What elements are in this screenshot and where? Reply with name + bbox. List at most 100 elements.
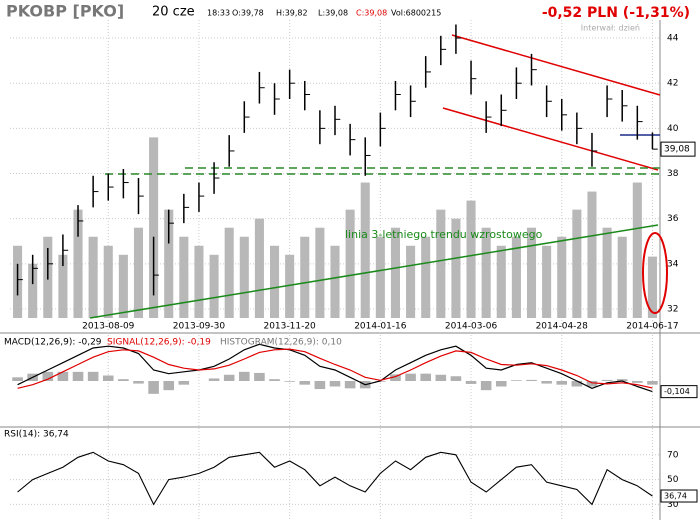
volume-bar: [587, 191, 597, 318]
trend-line: [89, 224, 659, 319]
histogram-bar: [284, 381, 295, 382]
histogram-bar: [647, 381, 658, 385]
histogram-bar: [72, 371, 84, 381]
x-tick-label: 2013-08-09: [82, 322, 135, 332]
volume-bar: [58, 254, 68, 318]
volume-bar: [194, 245, 204, 318]
panel-label: RSI(14): 36,74: [4, 430, 69, 440]
volume-bar: [647, 256, 657, 318]
volume-bar: [436, 209, 446, 318]
x-tick-label: 2013-11-20: [263, 322, 316, 332]
histogram-bar: [42, 371, 54, 381]
date: 20 cze: [152, 5, 195, 20]
macd-line: [17, 348, 653, 389]
price-tag-label: 39,08: [664, 145, 690, 155]
close: C:39,08: [356, 9, 387, 18]
volume-bar: [73, 209, 83, 318]
histogram-bar: [102, 375, 114, 381]
histogram-bar: [269, 379, 280, 381]
x-tick-label: 2014-01-16: [354, 322, 407, 332]
volume-bar: [360, 182, 370, 318]
volume-bar: [209, 254, 219, 318]
volume-bar: [118, 254, 128, 318]
volume-bar: [557, 236, 567, 318]
histogram-bar: [526, 379, 537, 381]
interval: Interwał: dzień: [581, 24, 640, 33]
panel-label: SIGNAL(12,26,9): -0,19: [107, 338, 211, 348]
volume-bar: [511, 236, 521, 318]
symbol: PKOBP [PKO]: [6, 2, 124, 21]
x-tick-label: 2013-09-30: [173, 322, 226, 332]
open: O:39,78: [232, 9, 264, 18]
volume-bar: [88, 236, 98, 318]
histogram-bar: [178, 381, 190, 385]
histogram-bar: [254, 372, 265, 381]
volume-bar: [179, 236, 189, 318]
volume-bar: [239, 236, 249, 318]
histogram-bar: [390, 374, 401, 381]
histogram-bar: [133, 381, 144, 384]
volume: Vol:6800215: [391, 9, 441, 18]
volume-bar: [542, 245, 552, 318]
histogram-bar: [632, 381, 643, 383]
volume-bar: [421, 236, 431, 318]
histogram-bar: [541, 381, 552, 384]
volume-bar: [330, 245, 340, 318]
x-tick-label: 2014-03-06: [445, 322, 498, 332]
panel-label: HISTOGRAM(12,26,9): 0,10: [220, 338, 342, 348]
y-tick-label: 44: [667, 34, 679, 44]
histogram-bar: [344, 381, 356, 389]
histogram-bar: [511, 380, 522, 381]
histogram-bar: [450, 376, 462, 381]
y-tick-label: 50: [667, 475, 679, 485]
change: -0,52 PLN (-1,31%): [542, 5, 690, 21]
histogram-bar: [556, 381, 568, 385]
drawings: [89, 34, 668, 319]
histogram-bar: [299, 381, 311, 385]
histogram-bar: [148, 381, 159, 394]
histogram-bar: [480, 381, 492, 391]
price-tag: [660, 141, 696, 157]
volume-bar: [149, 137, 159, 318]
annotation: linia 3-letniego trendu wzrostowego: [345, 228, 543, 241]
histogram-bar: [465, 381, 477, 384]
trend-line: [442, 107, 659, 171]
histogram-bar: [118, 379, 129, 381]
volume-bar: [390, 227, 400, 318]
histogram-bar: [163, 381, 175, 391]
volume-bar: [164, 209, 174, 318]
y-tick-label: 36: [667, 214, 679, 224]
x-tick-label: 2014-04-28: [536, 322, 589, 332]
panel-label: MACD(12,26,9): -0,29: [4, 338, 102, 348]
time: 18:33: [207, 9, 230, 18]
histogram-bar: [420, 373, 431, 381]
histogram-bar: [57, 371, 69, 381]
volume-bar: [103, 245, 113, 318]
y-tick-label: 34: [667, 259, 679, 269]
rsi-line: [17, 451, 653, 506]
volume-bar: [617, 236, 627, 318]
volume-bar: [466, 200, 476, 318]
x-tick-label: 2014-06-17: [626, 322, 678, 332]
volume-bar: [632, 182, 642, 318]
high: H:39,82: [276, 9, 308, 18]
histogram-bar: [329, 381, 341, 387]
volume-bar: [481, 227, 491, 318]
histogram-bar: [435, 374, 447, 381]
volume-bar: [375, 236, 385, 318]
y-tick-label: 38: [667, 169, 679, 179]
histogram-bar: [405, 373, 416, 381]
y-tick-label: 40: [667, 124, 679, 134]
y-tick-label: 42: [667, 79, 678, 89]
volume-bar: [133, 227, 144, 318]
volume-bar: [254, 218, 264, 318]
volume-bar: [406, 245, 416, 318]
histogram-bar: [223, 374, 235, 381]
volume-bar: [270, 245, 280, 318]
highlight: [642, 232, 668, 314]
histogram-bar: [208, 378, 220, 381]
volume-bar: [300, 236, 310, 318]
y-tick-label: 32: [667, 304, 678, 314]
low: L:39,08: [318, 9, 348, 18]
